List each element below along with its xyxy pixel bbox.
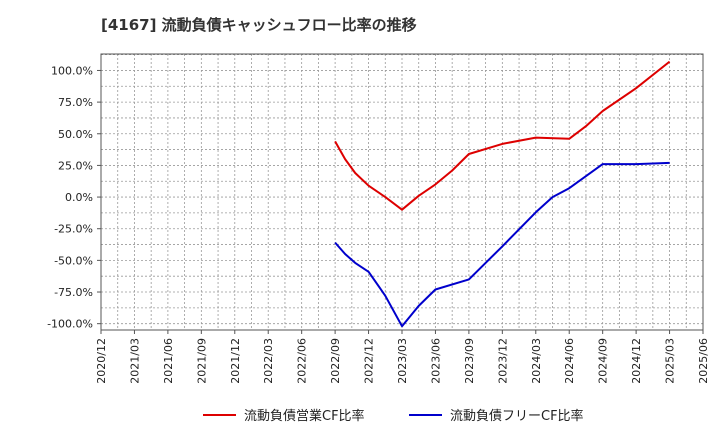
y-tick-label: -25.0% xyxy=(54,223,93,236)
x-tick-label: 2021/06 xyxy=(162,338,175,384)
x-tick-label: 2024/09 xyxy=(597,338,610,384)
x-tick-label: 2024/12 xyxy=(630,338,643,384)
x-tick-label: 2020/12 xyxy=(95,338,108,384)
y-tick-label: -75.0% xyxy=(54,286,93,299)
chart-title: [4167] 流動負債キャッシュフロー比率の推移 xyxy=(101,16,417,34)
legend-label-1: 流動負債営業CF比率 xyxy=(244,408,365,424)
y-tick-label: 0.0% xyxy=(65,191,93,204)
x-tick-label: 2021/12 xyxy=(229,338,242,384)
x-tick-label: 2023/03 xyxy=(396,338,409,384)
x-tick-label: 2023/09 xyxy=(463,338,476,384)
y-tick-label: -50.0% xyxy=(54,254,93,267)
x-tick-label: 2022/12 xyxy=(363,338,376,384)
x-tick-label: 2022/06 xyxy=(296,338,309,384)
legend-label-2: 流動負債フリーCF比率 xyxy=(450,408,584,424)
y-tick-label: 75.0% xyxy=(58,96,93,109)
x-tick-label: 2023/12 xyxy=(496,338,509,384)
x-tick-label: 2022/03 xyxy=(262,338,275,384)
x-tick-label: 2021/03 xyxy=(128,338,141,384)
x-tick-label: 2025/03 xyxy=(664,338,677,384)
series-lines xyxy=(334,60,671,328)
legend: 流動負債営業CF比率 流動負債フリーCF比率 xyxy=(203,408,584,424)
y-tick-label: 25.0% xyxy=(58,159,93,172)
y-axis-ticks: 100.0% 75.0% 50.0% 25.0% 0.0% -25.0% -50.0% -75… xyxy=(47,64,101,331)
series-line-1 xyxy=(334,60,671,211)
x-axis-ticks: 2020/12 2021/03 2021/06 2021/09 2021/12 2022/… xyxy=(95,330,710,384)
series-line-2 xyxy=(334,161,670,328)
x-tick-label: 2025/06 xyxy=(697,338,710,384)
grid-lines xyxy=(101,54,703,330)
x-tick-label: 2024/06 xyxy=(563,338,576,384)
y-tick-label: -100.0% xyxy=(47,318,93,331)
x-tick-label: 2024/03 xyxy=(530,338,543,384)
y-tick-label: 50.0% xyxy=(58,128,93,141)
x-tick-label: 2021/09 xyxy=(195,338,208,384)
x-tick-label: 2022/09 xyxy=(329,338,342,384)
x-tick-label: 2023/06 xyxy=(429,338,442,384)
y-tick-label: 100.0% xyxy=(51,64,93,77)
